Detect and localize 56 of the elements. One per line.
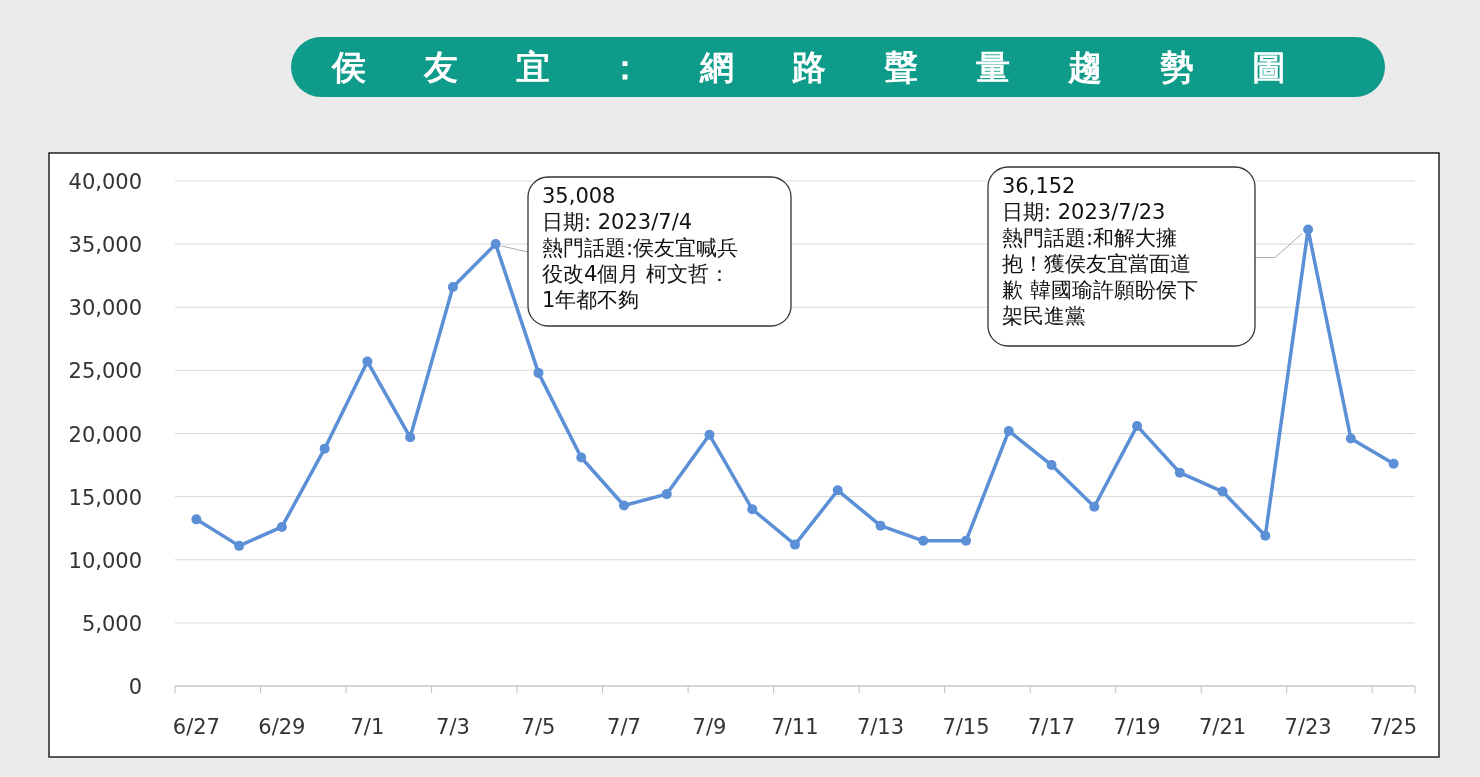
y-tick-label: 35,000 <box>68 233 142 258</box>
point <box>832 485 843 496</box>
x-tick-label: 6/27 <box>172 715 220 739</box>
annotation: 36,152 日期: 2023/7/23 熱門話題:和解大擁抱！獲侯友宜當面道歉 韓國瑜許願盼侯下架民進黨 <box>1002 174 1198 328</box>
point <box>704 429 715 440</box>
x-tick-label: 7/21 <box>1199 715 1247 739</box>
point <box>447 282 458 293</box>
x-tick-label: 7/19 <box>1113 715 1161 739</box>
x-tick-label: 7/15 <box>942 715 990 739</box>
point <box>875 520 886 531</box>
x-tick-label: 7/11 <box>771 715 819 739</box>
y-tick-label: 20,000 <box>68 422 142 447</box>
point <box>1260 530 1271 541</box>
chart-title: 侯友宜：網路聲量趨勢圖 <box>330 47 1344 87</box>
point <box>191 514 202 525</box>
x-tick-label: 7/25 <box>1370 715 1418 739</box>
x-tick-label: 7/5 <box>521 715 556 739</box>
point <box>490 239 501 250</box>
point <box>1174 467 1185 478</box>
point <box>362 356 373 367</box>
x-tick-label: 6/29 <box>258 715 306 739</box>
point <box>1345 433 1356 444</box>
y-tick-label: 25,000 <box>68 359 142 384</box>
y-tick-label: 10,000 <box>68 548 142 573</box>
y-tick-label: 40,000 <box>68 170 142 194</box>
point <box>1388 458 1399 469</box>
point <box>790 539 800 550</box>
x-tick-label: 7/17 <box>1027 715 1076 739</box>
x-tick-label: 7/13 <box>856 715 905 739</box>
point <box>1046 460 1057 471</box>
y-tick-label: 0 <box>128 675 142 699</box>
point <box>319 443 330 454</box>
y-tick-label: 15,000 <box>68 485 142 510</box>
x-tick-label: 7/9 <box>692 715 727 739</box>
y-tick-label: 30,000 <box>68 296 142 321</box>
point <box>661 489 672 500</box>
point <box>747 504 758 515</box>
point <box>1132 420 1143 431</box>
x-tick-label: 7/23 <box>1284 715 1332 739</box>
x-tick-label: 7/1 <box>350 715 385 739</box>
y-tick-label: 5,000 <box>81 611 142 636</box>
point <box>918 535 929 546</box>
point <box>618 500 629 511</box>
point <box>234 540 245 551</box>
x-tick-label: 7/7 <box>607 715 641 739</box>
point <box>1217 486 1228 497</box>
annotation: 35,008 日期: 2023/7/4 熱門話題:侯友宜喊兵役改4個月 柯文哲：1年都不夠 <box>542 184 739 312</box>
x-tick-label: 7/3 <box>436 715 470 739</box>
point <box>1003 425 1014 436</box>
point <box>576 452 587 463</box>
point <box>1089 501 1100 512</box>
point <box>276 521 287 532</box>
point <box>533 367 544 378</box>
point <box>961 535 972 546</box>
point <box>405 432 416 443</box>
point <box>1303 224 1314 235</box>
